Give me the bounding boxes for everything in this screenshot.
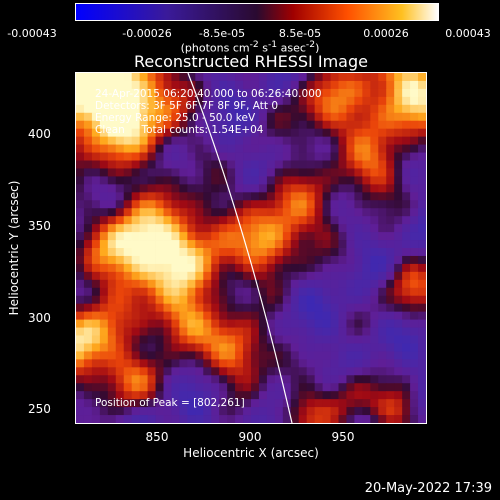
info-clean-counts: Clean Total counts: 1.54E+04 <box>95 124 264 136</box>
info-energy-range: Energy Range: 25.0 - 50.0 keV <box>95 112 256 124</box>
plot-title: Reconstructed RHESSI Image <box>134 52 368 71</box>
peak-position-label: Position of Peak = [802,261] <box>95 397 245 409</box>
y-tick-label: 300 <box>28 311 51 325</box>
y-axis-title: Heliocentric Y (arcsec) <box>7 180 21 316</box>
x-axis-title: Heliocentric X (arcsec) <box>183 446 319 460</box>
y-tick-label: 350 <box>28 219 51 233</box>
colorbar-gradient <box>76 4 438 20</box>
info-detectors: Detectors: 3F 5F 6F 7F 8F 9F, Att 0 <box>95 100 279 112</box>
solar-limb-line <box>187 73 293 423</box>
rhessi-image <box>75 72 427 424</box>
y-tick-label: 400 <box>28 127 51 141</box>
colorbar-tick-label: -8.5e-05 <box>198 27 246 40</box>
heatmap-image <box>76 73 426 423</box>
x-tick-label: 900 <box>238 430 262 444</box>
x-tick-label: 850 <box>145 430 169 444</box>
colorbar-tick-label: 0.00043 <box>445 27 491 40</box>
colorbar-tick-label: -0.00043 <box>7 27 57 40</box>
colorbar-tick-label: -0.00026 <box>122 27 172 40</box>
colorbar <box>75 3 439 21</box>
timestamp: 20-May-2022 17:39 <box>364 481 492 496</box>
info-time-range: 24-Apr-2015 06:20:40.000 to 06:26:40.000 <box>95 88 322 100</box>
y-tick-label: 250 <box>28 402 51 416</box>
x-tick-label: 950 <box>331 430 355 444</box>
colorbar-units: (photons cm-2 s-1 asec-2) <box>180 39 320 55</box>
colorbar-tick-label: 8.5e-05 <box>278 27 322 40</box>
colorbar-tick-label: 0.00026 <box>363 27 409 40</box>
